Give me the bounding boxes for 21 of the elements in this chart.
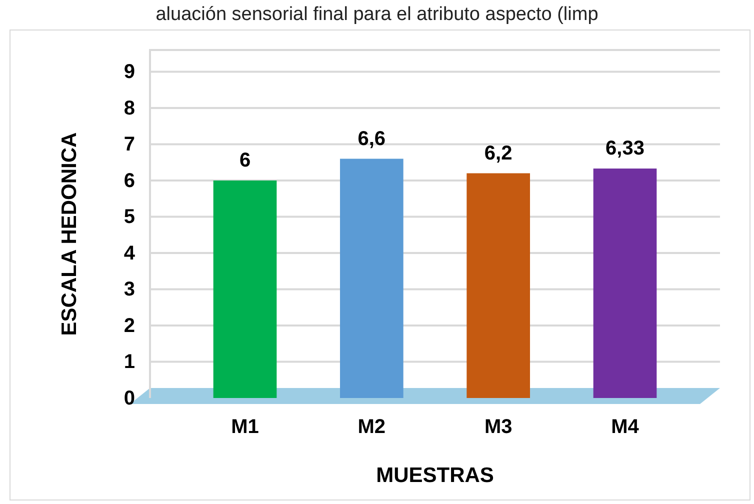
x-tick-label: M1 [231,416,259,438]
y-tick-label: 4 [124,242,136,264]
y-tick-label: 7 [124,134,135,156]
chart-title: aluación sensorial final para el atributo aspecto (limp [156,4,598,25]
y-tick-label: 8 [124,97,135,120]
y-tick-label: 0 [124,387,135,410]
y-tick-label: 3 [124,278,135,301]
x-tick-label: M2 [358,416,386,438]
data-label: 6,2 [484,142,512,164]
y-tick-label: 2 [124,314,135,337]
x-tick-label: M3 [484,416,512,438]
x-tick-label: M4 [611,416,640,438]
data-label: 6 [239,150,251,172]
data-label: 6,33 [606,138,644,160]
y-tick-label: 9 [124,61,135,84]
x-axis-title: MUESTRAS [376,464,494,487]
y-tick-label: 5 [124,206,135,228]
y-tick-label: 1 [124,351,135,374]
data-label: 6,6 [358,128,386,150]
y-tick-label: 6 [124,170,135,192]
y-axis-title: ESCALA HEDONICA [58,132,81,336]
